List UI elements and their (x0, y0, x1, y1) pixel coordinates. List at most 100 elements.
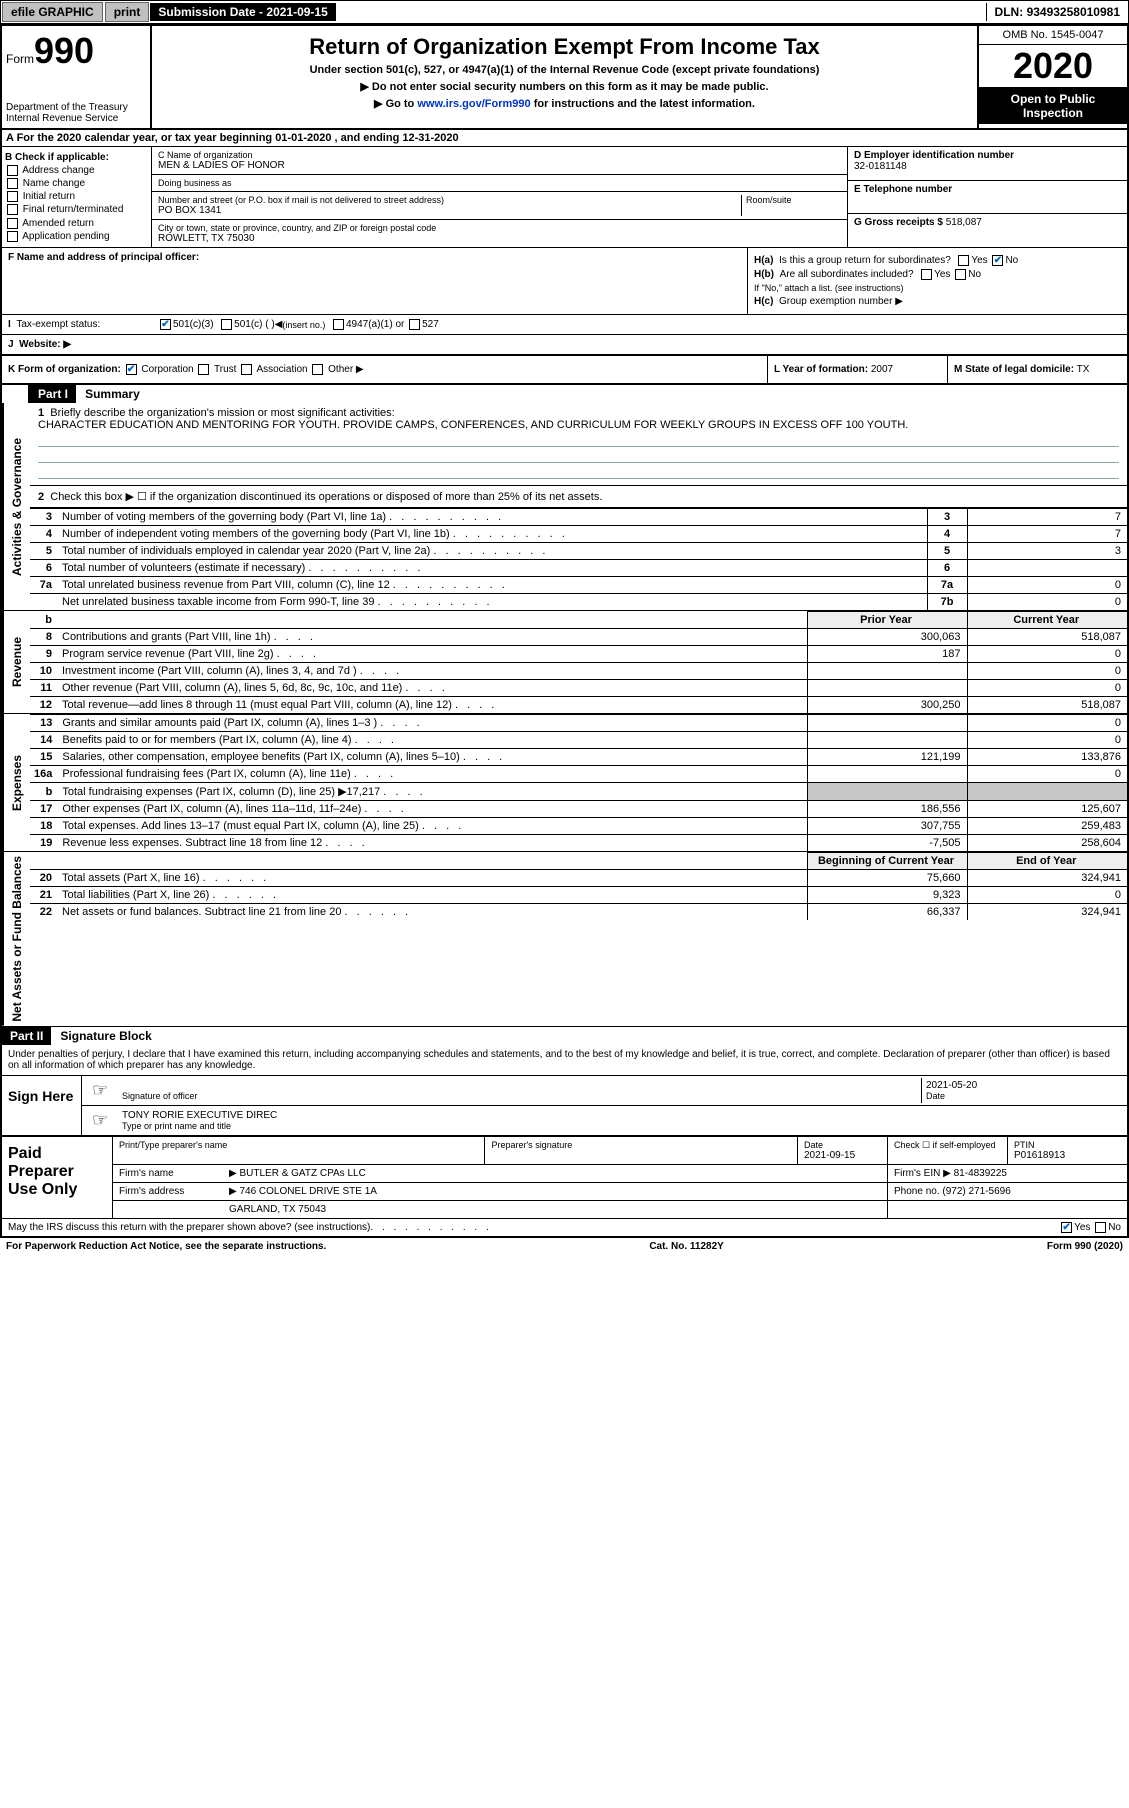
table-row: 17Other expenses (Part IX, column (A), l… (30, 801, 1127, 818)
col-d-e: D Employer identification number 32-0181… (847, 147, 1127, 247)
instruction-line-2: ▶ Go to www.irs.gov/Form990 for instruct… (160, 97, 969, 110)
top-toolbar: efile GRAPHIC print Submission Date - 20… (0, 0, 1129, 24)
chk-527[interactable] (409, 319, 420, 330)
net-assets-section: Net Assets or Fund Balances Beginning of… (2, 852, 1127, 1027)
table-row: 21Total liabilities (Part X, line 26) . … (30, 887, 1127, 904)
instruction-line-1: ▶ Do not enter social security numbers o… (160, 80, 969, 93)
table-row: Net unrelated business taxable income fr… (30, 594, 1127, 611)
addr-label: Number and street (or P.O. box if mail i… (158, 195, 741, 205)
ptin-label: PTIN (1014, 1140, 1121, 1150)
col-b-checkboxes: B Check if applicable: Address change Na… (2, 147, 152, 247)
chk-501c[interactable] (221, 319, 232, 330)
officer-label: F Name and address of principal officer: (8, 252, 199, 263)
firm-addr-label: Firm's address (113, 1183, 223, 1200)
chk-other[interactable] (312, 364, 323, 375)
org-name-label: C Name of organization (158, 150, 841, 160)
chk-final-return[interactable]: Final return/terminated (5, 204, 148, 215)
firm-ein-label: Firm's EIN (894, 1168, 940, 1179)
form-header: Form990 Department of the Treasury Inter… (2, 26, 1127, 130)
paid-preparer-label: Paid Preparer Use Only (2, 1137, 112, 1218)
table-row: 19Revenue less expenses. Subtract line 1… (30, 835, 1127, 852)
table-row: 16aProfessional fundraising fees (Part I… (30, 766, 1127, 783)
table-row: 3Number of voting members of the governi… (30, 509, 1127, 526)
firm-name-label: Firm's name (113, 1165, 223, 1182)
website-row: J Website: ▶ (2, 335, 1127, 356)
sign-here-row: Sign Here ☞ Signature of officer 2021-05… (2, 1075, 1127, 1135)
chk-application-pending[interactable]: Application pending (5, 231, 148, 242)
table-row: 6Total number of volunteers (estimate if… (30, 560, 1127, 577)
table-row: 4Number of independent voting members of… (30, 526, 1127, 543)
chk-trust[interactable] (198, 364, 209, 375)
form-subtitle: Under section 501(c), 527, or 4947(a)(1)… (160, 64, 969, 76)
h-b: H(b) Are all subordinates included? Yes … (754, 269, 1121, 280)
tax-year-range: A For the 2020 calendar year, or tax yea… (2, 130, 1127, 147)
footer-right: Form 990 (2020) (1047, 1241, 1123, 1252)
chk-address-change[interactable]: Address change (5, 165, 148, 176)
principal-officer: F Name and address of principal officer: (2, 248, 747, 314)
sig-officer-label: Signature of officer (122, 1091, 917, 1101)
revenue-section: Revenue bPrior YearCurrent Year8Contribu… (2, 611, 1127, 714)
firm-ein: 81-4839225 (954, 1168, 1007, 1179)
discuss-row: May the IRS discuss this return with the… (2, 1218, 1127, 1236)
phone-label: E Telephone number (854, 184, 1121, 195)
table-row: 11Other revenue (Part VIII, column (A), … (30, 680, 1127, 697)
discuss-text: May the IRS discuss this return with the… (8, 1222, 370, 1233)
chk-amended-return[interactable]: Amended return (5, 218, 148, 229)
chk-corporation[interactable] (126, 364, 137, 375)
table-row: bTotal fundraising expenses (Part IX, co… (30, 783, 1127, 801)
footer-left: For Paperwork Reduction Act Notice, see … (6, 1241, 326, 1252)
sign-here-label: Sign Here (2, 1076, 82, 1135)
chk-discuss-yes[interactable] (1061, 1222, 1072, 1233)
chk-discuss-no[interactable] (1095, 1222, 1106, 1233)
omb-number: OMB No. 1545-0047 (979, 26, 1127, 45)
gross-receipts-block: G Gross receipts $ 518,087 (848, 214, 1127, 247)
city-value: ROWLETT, TX 75030 (158, 233, 841, 244)
mission-text: CHARACTER EDUCATION AND MENTORING FOR YO… (38, 419, 1119, 431)
ptin-value: P01618913 (1014, 1150, 1121, 1161)
chk-association[interactable] (241, 364, 252, 375)
city-label: City or town, state or province, country… (158, 223, 841, 233)
form-of-org: K Form of organization: Corporation Trus… (2, 356, 767, 383)
ein-block: D Employer identification number 32-0181… (848, 147, 1127, 181)
year-block: OMB No. 1545-0047 2020 Open to Public In… (977, 26, 1127, 128)
chk-initial-return[interactable]: Initial return (5, 191, 148, 202)
efile-button[interactable]: efile GRAPHIC (2, 2, 103, 22)
mission-block: 1 Briefly describe the organization's mi… (30, 403, 1127, 486)
ein-value: 32-0181148 (854, 161, 1121, 172)
group-return-block: H(a) Is this a group return for subordin… (747, 248, 1127, 314)
table-row: 13Grants and similar amounts paid (Part … (30, 715, 1127, 732)
ein-label: D Employer identification number (854, 150, 1121, 161)
table-row: 18Total expenses. Add lines 13–17 (must … (30, 818, 1127, 835)
col-c-org-info: C Name of organization MEN & LADIES OF H… (152, 147, 847, 247)
paid-preparer-row: Paid Preparer Use Only Print/Type prepar… (2, 1135, 1127, 1218)
print-button[interactable]: print (105, 2, 150, 22)
form-prefix: Form (6, 52, 34, 66)
form-number: 990 (34, 30, 94, 71)
irs-link[interactable]: www.irs.gov/Form990 (417, 98, 530, 110)
org-name: MEN & LADIES OF HONOR (158, 160, 841, 171)
sig-date-label: Date (926, 1091, 1117, 1101)
dba-label: Doing business as (158, 178, 841, 188)
table-row: 14Benefits paid to or for members (Part … (30, 732, 1127, 749)
state-domicile: M State of legal domicile: TX (947, 356, 1127, 383)
section-f-h: F Name and address of principal officer:… (2, 248, 1127, 315)
table-row: 7aTotal unrelated business revenue from … (30, 577, 1127, 594)
table-row: 8Contributions and grants (Part VIII, li… (30, 629, 1127, 646)
side-revenue: Revenue (2, 611, 30, 713)
gross-label: G Gross receipts $ (854, 217, 943, 228)
chk-501c3[interactable] (160, 319, 171, 330)
h-a: H(a) Is this a group return for subordin… (754, 255, 1121, 266)
gross-value: 518,087 (946, 217, 982, 228)
dept-label: Department of the Treasury Internal Reve… (6, 102, 146, 124)
part1-title: Summary (79, 385, 146, 403)
chk-name-change[interactable]: Name change (5, 178, 148, 189)
form-id-block: Form990 Department of the Treasury Inter… (2, 26, 152, 128)
chk-4947[interactable] (333, 319, 344, 330)
col-b-title: B Check if applicable: (5, 152, 148, 163)
side-expenses: Expenses (2, 714, 30, 851)
phone-block: E Telephone number (848, 181, 1127, 215)
h-c: H(c) Group exemption number ▶ (754, 296, 1121, 307)
addr-value: PO BOX 1341 (158, 205, 741, 216)
inspection-notice: Open to Public Inspection (979, 88, 1127, 124)
h-b-note: If "No," attach a list. (see instruction… (754, 283, 1121, 293)
